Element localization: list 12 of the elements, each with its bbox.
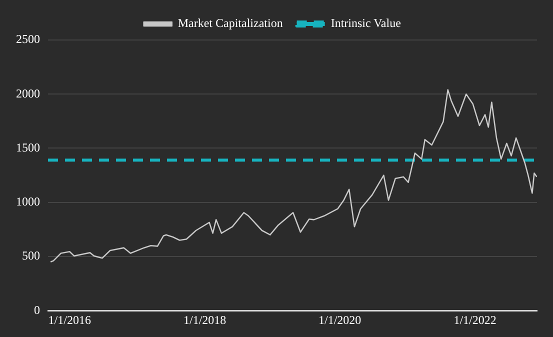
y-tick-label: 500 [22,248,40,263]
y-tick-label: 2000 [16,86,40,100]
x-tick-label: 1/1/2022 [454,312,496,327]
legend-label: Intrinsic Value [330,16,401,30]
y-tick-label: 1000 [16,194,40,209]
x-tick-label: 1/1/2020 [318,312,362,327]
x-tick-label: 1/1/2018 [184,312,226,327]
y-tick-label: 1500 [16,140,40,154]
y-tick-label: 0 [34,302,40,317]
x-tick-label: 1/1/2016 [48,312,91,327]
y-tick-label: 2500 [16,32,40,46]
legend-label: Market Capitalization [178,16,283,30]
